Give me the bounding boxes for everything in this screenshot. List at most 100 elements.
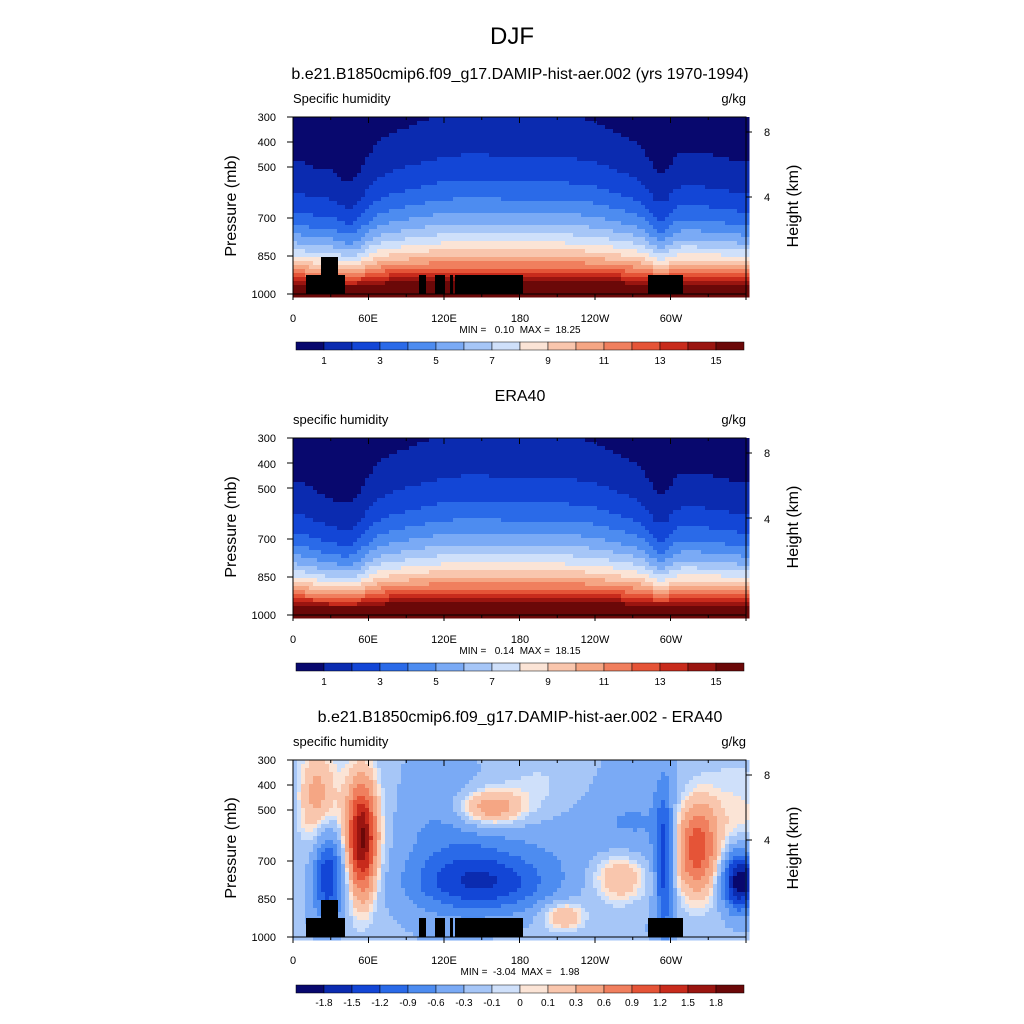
heatmap-cell	[689, 245, 694, 250]
heatmap-cell	[457, 261, 462, 266]
heatmap-cell	[569, 193, 574, 198]
heatmap-cell	[513, 133, 518, 138]
heatmap-cell	[329, 213, 334, 218]
heatmap-cell	[553, 189, 558, 194]
heatmap-cell	[297, 253, 302, 258]
heatmap-cell	[413, 225, 418, 230]
heatmap-cell	[617, 241, 622, 246]
heatmap-cell	[625, 233, 630, 238]
heatmap-cell	[701, 145, 706, 150]
heatmap-cell	[545, 177, 550, 182]
heatmap-cell	[745, 161, 750, 166]
heatmap-cell	[505, 201, 510, 206]
heatmap-cell	[597, 237, 602, 242]
heatmap-cell	[297, 157, 302, 162]
heatmap-cell	[521, 153, 526, 158]
heatmap-cell	[293, 145, 298, 150]
heatmap-cell	[321, 221, 326, 226]
heatmap-cell	[421, 117, 426, 122]
heatmap-cell	[393, 141, 398, 146]
heatmap-cell	[569, 201, 574, 206]
heatmap-cell	[509, 137, 514, 142]
heatmap-cell	[481, 125, 486, 130]
heatmap-cell	[613, 277, 618, 282]
heatmap-cell	[377, 273, 382, 278]
heatmap-cell	[701, 117, 706, 122]
heatmap-cell	[717, 129, 722, 134]
heatmap-cell	[589, 197, 594, 202]
heatmap-cell	[653, 121, 658, 126]
heatmap-cell	[605, 137, 610, 142]
heatmap-cell	[617, 181, 622, 186]
heatmap-cell	[365, 153, 370, 158]
heatmap-cell	[453, 217, 458, 222]
heatmap-cell	[361, 117, 366, 122]
heatmap-cell	[361, 177, 366, 182]
heatmap-cell	[449, 209, 454, 214]
heatmap-cell	[489, 125, 494, 130]
heatmap-cell	[461, 221, 466, 226]
heatmap-cell	[501, 133, 506, 138]
heatmap-cell	[457, 149, 462, 154]
heatmap-cell	[293, 141, 298, 146]
heatmap-cell	[557, 153, 562, 158]
heatmap-cell	[513, 125, 518, 130]
heatmap-cell	[505, 157, 510, 162]
heatmap-cell	[373, 121, 378, 126]
heatmap-cell	[293, 185, 298, 190]
heatmap-cell	[693, 173, 698, 178]
heatmap-cell	[589, 189, 594, 194]
heatmap-cell	[361, 221, 366, 226]
heatmap-cell	[525, 209, 530, 214]
heatmap-cell	[309, 185, 314, 190]
heatmap-cell	[329, 141, 334, 146]
heatmap-cell	[417, 173, 422, 178]
heatmap-cell	[421, 189, 426, 194]
heatmap-cell	[745, 277, 750, 282]
heatmap-cell	[681, 281, 686, 286]
heatmap-cell	[573, 193, 578, 198]
heatmap-cell	[473, 225, 478, 230]
heatmap-cell	[541, 173, 546, 178]
heatmap-cell	[669, 221, 674, 226]
heatmap-cell	[529, 185, 534, 190]
heatmap-cell	[637, 165, 642, 170]
heatmap-cell	[637, 225, 642, 230]
heatmap-cell	[521, 161, 526, 166]
heatmap-cell	[485, 233, 490, 238]
heatmap-cell	[633, 205, 638, 210]
heatmap-cell	[453, 165, 458, 170]
heatmap-cell	[477, 129, 482, 134]
heatmap-cell	[609, 189, 614, 194]
heatmap-cell	[705, 161, 710, 166]
heatmap-cell	[533, 141, 538, 146]
heatmap-cell	[601, 117, 606, 122]
heatmap-cell	[501, 161, 506, 166]
heatmap-cell	[737, 133, 742, 138]
heatmap-cell	[333, 205, 338, 210]
heatmap-cell	[301, 277, 306, 282]
heatmap-cell	[401, 177, 406, 182]
heatmap-cell	[605, 221, 610, 226]
heatmap-cell	[697, 197, 702, 202]
heatmap-cell	[449, 253, 454, 258]
heatmap-cell	[449, 157, 454, 162]
heatmap-cell	[641, 149, 646, 154]
heatmap-cell	[705, 281, 710, 286]
heatmap-cell	[469, 245, 474, 250]
heatmap-cell	[397, 273, 402, 278]
heatmap-cell	[645, 201, 650, 206]
heatmap-cell	[669, 165, 674, 170]
heatmap-cell	[565, 261, 570, 266]
heatmap-cell	[729, 265, 734, 270]
heatmap-cell	[509, 245, 514, 250]
heatmap-cell	[709, 285, 714, 290]
heatmap-cell	[741, 129, 746, 134]
heatmap-cell	[617, 141, 622, 146]
heatmap-cell	[465, 121, 470, 126]
heatmap-cell	[373, 133, 378, 138]
heatmap-cell	[673, 165, 678, 170]
heatmap-cell	[325, 229, 330, 234]
heatmap-cell	[449, 241, 454, 246]
heatmap-cell	[397, 169, 402, 174]
